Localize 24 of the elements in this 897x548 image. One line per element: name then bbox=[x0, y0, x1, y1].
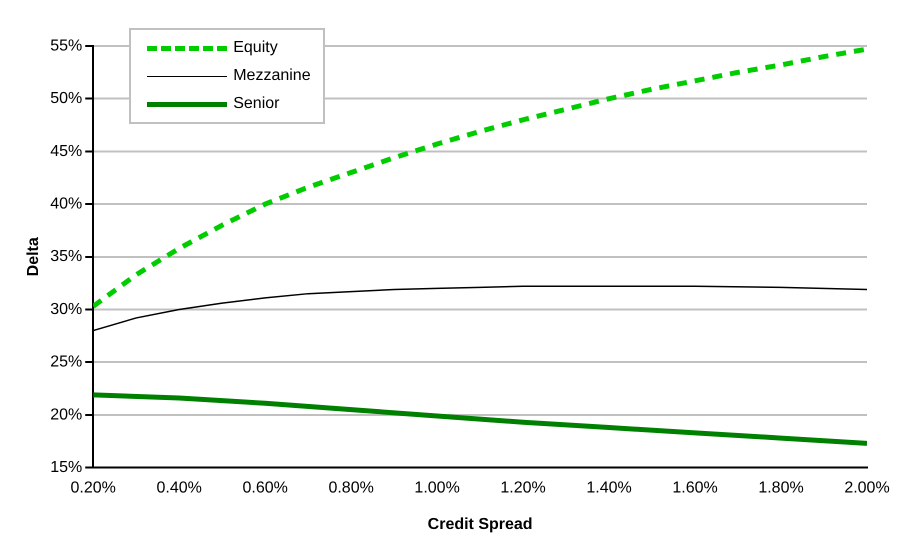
legend-label: Equity bbox=[233, 39, 278, 57]
y-tick-label: 20% bbox=[50, 406, 82, 424]
y-tick-label: 35% bbox=[50, 248, 82, 266]
y-tick-label: 25% bbox=[50, 354, 82, 371]
x-tick-label: 0.60% bbox=[242, 480, 288, 497]
x-tick-label: 2.00% bbox=[844, 480, 890, 497]
x-tick-label: 1.60% bbox=[672, 480, 718, 497]
y-tick-label: 50% bbox=[50, 90, 82, 108]
y-tick-label: 15% bbox=[50, 459, 82, 476]
x-tick-label: 1.20% bbox=[500, 480, 546, 497]
y-axis-title: Delta bbox=[25, 237, 42, 276]
y-tick-label: 40% bbox=[50, 196, 82, 213]
x-tick-label: 0.80% bbox=[328, 480, 374, 497]
x-tick-label: 0.40% bbox=[156, 480, 202, 497]
y-tick-label: 45% bbox=[50, 142, 82, 160]
x-tick-label: 1.40% bbox=[586, 480, 632, 497]
x-tick-label: 1.00% bbox=[414, 480, 460, 497]
y-tick-label: 55% bbox=[50, 37, 82, 54]
x-tick-label: 1.80% bbox=[758, 480, 804, 497]
legend-label: Mezzanine bbox=[233, 67, 311, 85]
legend-label: Senior bbox=[233, 95, 280, 113]
x-axis-title: Credit Spread bbox=[428, 516, 533, 533]
y-tick-label: 30% bbox=[50, 300, 82, 318]
x-tick-label: 0.20% bbox=[70, 480, 116, 497]
